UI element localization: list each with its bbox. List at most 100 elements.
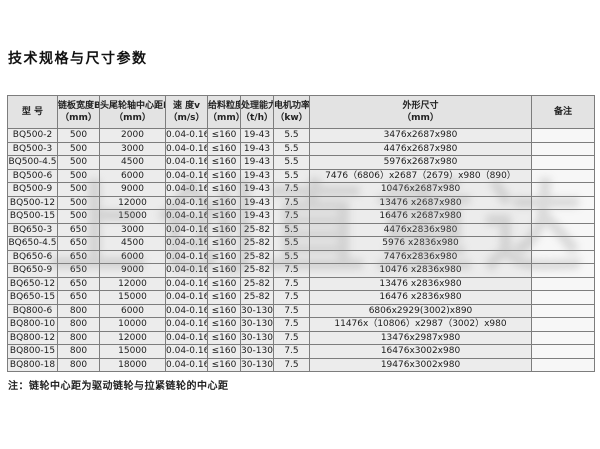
cell-feed-size: ≤160 bbox=[207, 195, 241, 210]
cell-motor-power: 7.5 bbox=[273, 303, 310, 318]
table-row: BQ650-3 650 3000 0.04-0.16 ≤160 25-82 5.5 4476x… bbox=[7, 222, 595, 237]
cell-speed: 0.04-0.16 bbox=[165, 182, 208, 197]
cell-capacity: 25-82 bbox=[240, 290, 274, 305]
cell-speed: 0.04-0.16 bbox=[165, 195, 208, 210]
cell-center-distance: 2000 bbox=[99, 128, 166, 143]
cell-motor-power: 5.5 bbox=[273, 249, 310, 264]
cell-remark bbox=[531, 168, 595, 183]
cell-plate-width: 500 bbox=[57, 209, 100, 224]
cell-remark bbox=[531, 236, 595, 251]
cell-speed: 0.04-0.16 bbox=[165, 317, 208, 332]
header-cell-dimensions: 外形尺寸 （mm） bbox=[309, 95, 532, 129]
table-row: BQ650-6 650 6000 0.04-0.16 ≤160 25-82 5.5 7476x… bbox=[7, 249, 595, 264]
cell-model: BQ500-2 bbox=[7, 128, 58, 143]
cell-motor-power: 7.5 bbox=[273, 317, 310, 332]
cell-remark bbox=[531, 263, 595, 278]
cell-capacity: 25-82 bbox=[240, 222, 274, 237]
cell-dimensions: 7476x2836x980 bbox=[309, 249, 532, 264]
cell-speed: 0.04-0.16 bbox=[165, 168, 208, 183]
cell-motor-power: 7.5 bbox=[273, 209, 310, 224]
cell-dimensions: 13476x2987x980 bbox=[309, 330, 532, 345]
cell-plate-width: 650 bbox=[57, 249, 100, 264]
cell-speed: 0.04-0.16 bbox=[165, 155, 208, 170]
cell-model: BQ500-4.5 bbox=[7, 155, 58, 170]
cell-center-distance: 4500 bbox=[99, 155, 166, 170]
table-row: BQ800-6 800 6000 0.04-0.16 ≤160 30-130 7.5 6806… bbox=[7, 303, 595, 318]
cell-center-distance: 4500 bbox=[99, 236, 166, 251]
header-cell-speed: 速 度v （m/s） bbox=[165, 95, 208, 129]
cell-remark bbox=[531, 195, 595, 210]
cell-motor-power: 5.5 bbox=[273, 141, 310, 156]
cell-model: BQ500-3 bbox=[7, 141, 58, 156]
cell-center-distance: 12000 bbox=[99, 195, 166, 210]
cell-feed-size: ≤160 bbox=[207, 317, 241, 332]
cell-remark bbox=[531, 344, 595, 359]
page-title: 技术规格与尺寸参数 bbox=[8, 51, 148, 67]
cell-motor-power: 7.5 bbox=[273, 290, 310, 305]
cell-speed: 0.04-0.16 bbox=[165, 330, 208, 345]
cell-remark bbox=[531, 290, 595, 305]
cell-dimensions: 4476x2836x980 bbox=[309, 222, 532, 237]
cell-center-distance: 15000 bbox=[99, 290, 166, 305]
table-row: BQ500-9 500 9000 0.04-0.16 ≤160 19-43 7.5 10476… bbox=[7, 182, 595, 197]
cell-feed-size: ≤160 bbox=[207, 182, 241, 197]
cell-feed-size: ≤160 bbox=[207, 276, 241, 291]
cell-feed-size: ≤160 bbox=[207, 168, 241, 183]
spec-table: 型 号链板宽度B （mm） 头尾轮轴中心距L （mm）速 度v （m/s） 给料粒度 （mm… bbox=[7, 95, 595, 372]
cell-remark bbox=[531, 182, 595, 197]
cell-motor-power: 7.5 bbox=[273, 182, 310, 197]
header-cell-model: 型 号 bbox=[7, 95, 58, 129]
cell-feed-size: ≤160 bbox=[207, 236, 241, 251]
header-cell-motor-power: 电机功率 （kw） bbox=[273, 95, 310, 129]
cell-speed: 0.04-0.16 bbox=[165, 344, 208, 359]
cell-remark bbox=[531, 141, 595, 156]
cell-plate-width: 650 bbox=[57, 276, 100, 291]
cell-dimensions: 7476（6806）x2687（2679）x980（890） bbox=[309, 168, 532, 183]
cell-motor-power: 7.5 bbox=[273, 263, 310, 278]
cell-capacity: 25-82 bbox=[240, 276, 274, 291]
cell-dimensions: 6806x2929(3002)x890 bbox=[309, 303, 532, 318]
cell-remark bbox=[531, 317, 595, 332]
cell-dimensions: 10476 x2836x980 bbox=[309, 263, 532, 278]
cell-center-distance: 3000 bbox=[99, 222, 166, 237]
cell-remark bbox=[531, 249, 595, 264]
cell-center-distance: 15000 bbox=[99, 344, 166, 359]
cell-capacity: 19-43 bbox=[240, 141, 274, 156]
cell-model: BQ650-9 bbox=[7, 263, 58, 278]
cell-speed: 0.04-0.16 bbox=[165, 263, 208, 278]
cell-dimensions: 5976x2687x980 bbox=[309, 155, 532, 170]
cell-plate-width: 800 bbox=[57, 330, 100, 345]
cell-remark bbox=[531, 222, 595, 237]
cell-capacity: 19-43 bbox=[240, 182, 274, 197]
cell-model: BQ800-12 bbox=[7, 330, 58, 345]
cell-motor-power: 5.5 bbox=[273, 236, 310, 251]
table-row: BQ500-4.5 500 4500 0.04-0.16 ≤160 19-43 5.5 597… bbox=[7, 155, 595, 170]
table-row: BQ800-10 800 10000 0.04-0.16 ≤160 30-130 7.5 11… bbox=[7, 317, 595, 332]
cell-dimensions: 19476x3002x980 bbox=[309, 357, 532, 372]
cell-remark bbox=[531, 303, 595, 318]
cell-model: BQ800-15 bbox=[7, 344, 58, 359]
cell-speed: 0.04-0.16 bbox=[165, 236, 208, 251]
cell-motor-power: 5.5 bbox=[273, 222, 310, 237]
cell-feed-size: ≤160 bbox=[207, 209, 241, 224]
table-row: BQ650-12 650 12000 0.04-0.16 ≤160 25-82 7.5 134… bbox=[7, 276, 595, 291]
cell-capacity: 19-43 bbox=[240, 209, 274, 224]
cell-dimensions: 4476x2687x980 bbox=[309, 141, 532, 156]
cell-dimensions: 16476 x2836x980 bbox=[309, 290, 532, 305]
cell-remark bbox=[531, 357, 595, 372]
cell-capacity: 19-43 bbox=[240, 195, 274, 210]
cell-plate-width: 500 bbox=[57, 168, 100, 183]
cell-center-distance: 6000 bbox=[99, 168, 166, 183]
cell-capacity: 30-130 bbox=[240, 330, 274, 345]
table-row: BQ650-4.5 650 4500 0.04-0.16 ≤160 25-82 5.5 597… bbox=[7, 236, 595, 251]
header-cell-capacity: 处理能力 （t/h） bbox=[240, 95, 274, 129]
cell-center-distance: 6000 bbox=[99, 249, 166, 264]
cell-speed: 0.04-0.16 bbox=[165, 276, 208, 291]
cell-model: BQ500-9 bbox=[7, 182, 58, 197]
cell-feed-size: ≤160 bbox=[207, 357, 241, 372]
cell-center-distance: 6000 bbox=[99, 303, 166, 318]
cell-motor-power: 7.5 bbox=[273, 195, 310, 210]
cell-plate-width: 800 bbox=[57, 303, 100, 318]
cell-feed-size: ≤160 bbox=[207, 128, 241, 143]
cell-center-distance: 12000 bbox=[99, 330, 166, 345]
